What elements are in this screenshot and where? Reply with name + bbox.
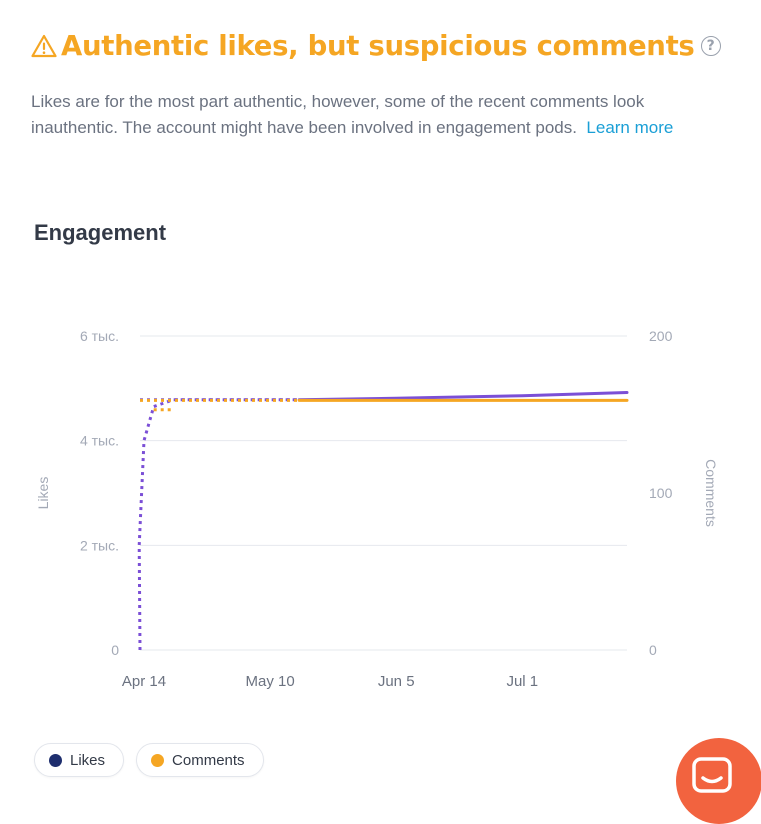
left-tick-label: 4 тыс.	[80, 433, 119, 449]
engagement-chart: 0 2 тыс. 4 тыс. 6 тыс. 0 100 200 Apr 14 May 10 Ju…	[35, 328, 719, 690]
legend-comments-dot	[151, 753, 165, 767]
likes-dotted-line	[137, 398, 300, 651]
chat-widget-button[interactable]	[676, 738, 761, 824]
chart-legend: Likes Comments	[34, 743, 264, 777]
legend-comments-label: Comments	[172, 751, 245, 769]
right-tick-label: 100	[649, 485, 673, 501]
legend-likes-dot	[49, 753, 62, 767]
legend-likes-label: Likes	[70, 751, 106, 769]
right-axis-title: Comments	[703, 459, 719, 527]
alert-title: Authentic likes, but suspicious comments…	[31, 30, 721, 62]
legend-likes[interactable]: Likes	[34, 743, 125, 777]
alert-description-text: Likes are for the most part authentic, h…	[31, 92, 645, 137]
x-tick-label: Apr 14	[122, 673, 166, 690]
alert-description: Likes are for the most part authentic, h…	[31, 89, 731, 141]
warning-icon	[31, 34, 57, 58]
learn-more-link[interactable]: Learn more	[586, 118, 674, 137]
legend-comments[interactable]: Comments	[136, 743, 264, 777]
x-tick-label: May 10	[245, 673, 294, 690]
x-tick-label: Jun 5	[378, 673, 415, 690]
left-tick-label: 0	[111, 642, 119, 658]
left-tick-label: 6 тыс.	[80, 328, 119, 344]
left-tick-label: 2 тыс.	[80, 537, 119, 553]
alert-title-text: Authentic likes, but suspicious comments	[61, 30, 695, 62]
right-tick-label: 200	[649, 328, 673, 344]
likes-line	[297, 391, 629, 402]
left-axis-title: Likes	[35, 477, 51, 510]
help-icon[interactable]: ?	[700, 36, 721, 56]
x-tick-label: Jul 1	[506, 673, 538, 690]
right-tick-label: 0	[649, 642, 657, 658]
engagement-title: Engagement	[34, 220, 167, 245]
chat-icon	[692, 757, 732, 793]
